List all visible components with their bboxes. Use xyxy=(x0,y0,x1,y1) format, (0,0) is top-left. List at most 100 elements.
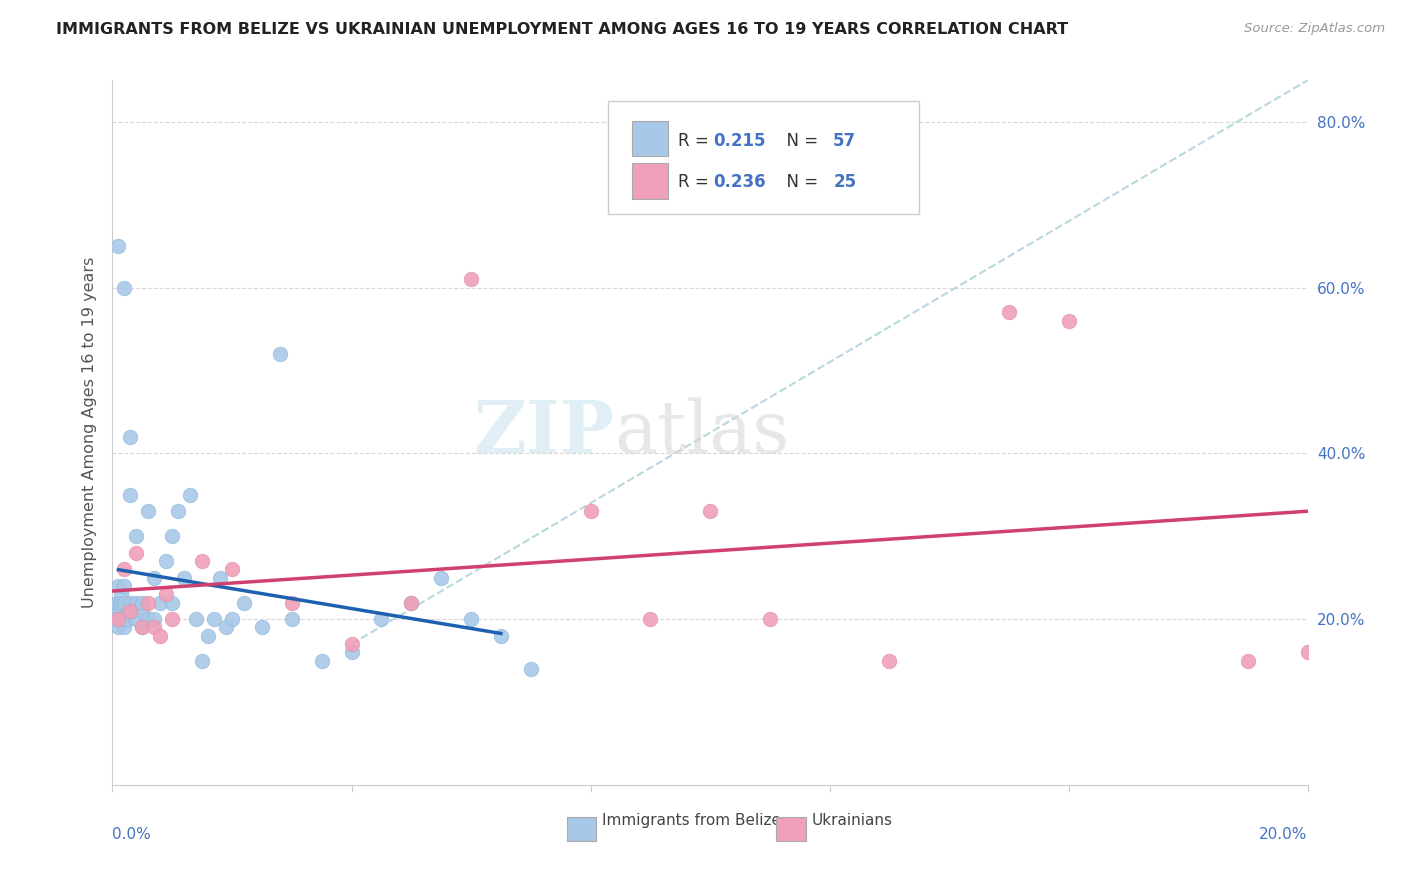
Point xyxy=(370,612,392,626)
Point xyxy=(250,620,273,634)
Point xyxy=(104,612,127,626)
Point xyxy=(269,347,291,361)
Text: R =: R = xyxy=(678,132,714,150)
Point xyxy=(879,654,901,668)
FancyBboxPatch shape xyxy=(633,121,668,156)
Point xyxy=(209,571,232,585)
Point xyxy=(191,654,214,668)
FancyBboxPatch shape xyxy=(567,817,596,841)
Text: ZIP: ZIP xyxy=(474,397,614,468)
Text: 0.236: 0.236 xyxy=(714,173,766,191)
Text: Ukrainians: Ukrainians xyxy=(811,813,893,828)
Point xyxy=(1057,314,1080,328)
Point xyxy=(149,629,172,643)
Point xyxy=(155,554,177,568)
Point xyxy=(167,504,190,518)
Point xyxy=(149,596,172,610)
Point xyxy=(186,612,208,626)
Text: N =: N = xyxy=(776,173,823,191)
Point xyxy=(699,504,721,518)
Point xyxy=(110,596,132,610)
Text: 57: 57 xyxy=(834,132,856,150)
Point xyxy=(340,637,363,651)
Point xyxy=(131,620,153,634)
Point xyxy=(281,596,304,610)
Text: N =: N = xyxy=(776,132,823,150)
Point xyxy=(143,620,166,634)
Point xyxy=(107,612,129,626)
Text: 0.0%: 0.0% xyxy=(112,827,152,842)
FancyBboxPatch shape xyxy=(776,817,806,841)
FancyBboxPatch shape xyxy=(633,163,668,199)
Point xyxy=(120,430,142,444)
Point xyxy=(107,596,129,610)
Point xyxy=(138,612,160,626)
Point xyxy=(114,280,135,294)
Point xyxy=(215,620,238,634)
Point xyxy=(131,620,153,634)
Text: Source: ZipAtlas.com: Source: ZipAtlas.com xyxy=(1244,22,1385,36)
Point xyxy=(489,629,512,643)
Point xyxy=(131,596,153,610)
Point xyxy=(155,587,177,601)
Point xyxy=(221,562,243,576)
Point xyxy=(107,579,129,593)
Y-axis label: Unemployment Among Ages 16 to 19 years: Unemployment Among Ages 16 to 19 years xyxy=(82,257,97,608)
Point xyxy=(162,612,183,626)
Point xyxy=(311,654,333,668)
Point xyxy=(202,612,225,626)
Point xyxy=(520,662,543,676)
Point xyxy=(114,612,135,626)
Point xyxy=(1237,654,1260,668)
Point xyxy=(117,612,139,626)
Text: 25: 25 xyxy=(834,173,856,191)
Point xyxy=(401,596,423,610)
Point xyxy=(138,504,160,518)
Point xyxy=(430,571,453,585)
Point xyxy=(162,529,183,543)
Point xyxy=(105,596,128,610)
Point xyxy=(110,604,132,618)
Point xyxy=(107,239,129,253)
Point xyxy=(197,629,219,643)
Point xyxy=(114,562,135,576)
Point xyxy=(114,579,135,593)
Point xyxy=(281,612,304,626)
Point xyxy=(114,620,135,634)
Point xyxy=(143,612,166,626)
Point xyxy=(125,546,148,560)
Point xyxy=(1296,645,1319,659)
Point xyxy=(125,612,148,626)
Text: IMMIGRANTS FROM BELIZE VS UKRAINIAN UNEMPLOYMENT AMONG AGES 16 TO 19 YEARS CORRE: IMMIGRANTS FROM BELIZE VS UKRAINIAN UNEM… xyxy=(56,22,1069,37)
Point xyxy=(138,596,160,610)
Point xyxy=(179,488,201,502)
Point xyxy=(460,272,482,286)
Point xyxy=(107,620,129,634)
Point xyxy=(460,612,482,626)
FancyBboxPatch shape xyxy=(609,102,920,214)
Text: 20.0%: 20.0% xyxy=(1260,827,1308,842)
Point xyxy=(114,596,135,610)
Point xyxy=(401,596,423,610)
Point xyxy=(104,604,127,618)
Point xyxy=(120,604,142,618)
Point xyxy=(110,587,132,601)
Point xyxy=(162,596,183,610)
Point xyxy=(191,554,214,568)
Point xyxy=(120,604,142,618)
Point xyxy=(143,571,166,585)
Text: Immigrants from Belize: Immigrants from Belize xyxy=(603,813,782,828)
Point xyxy=(233,596,256,610)
Point xyxy=(125,596,148,610)
Point xyxy=(640,612,662,626)
Point xyxy=(173,571,195,585)
Point xyxy=(759,612,782,626)
Point xyxy=(120,488,142,502)
Point xyxy=(579,504,602,518)
Point xyxy=(120,596,142,610)
Point xyxy=(998,305,1021,319)
Point xyxy=(340,645,363,659)
Text: atlas: atlas xyxy=(614,397,790,468)
Text: R =: R = xyxy=(678,173,714,191)
Point xyxy=(107,612,129,626)
